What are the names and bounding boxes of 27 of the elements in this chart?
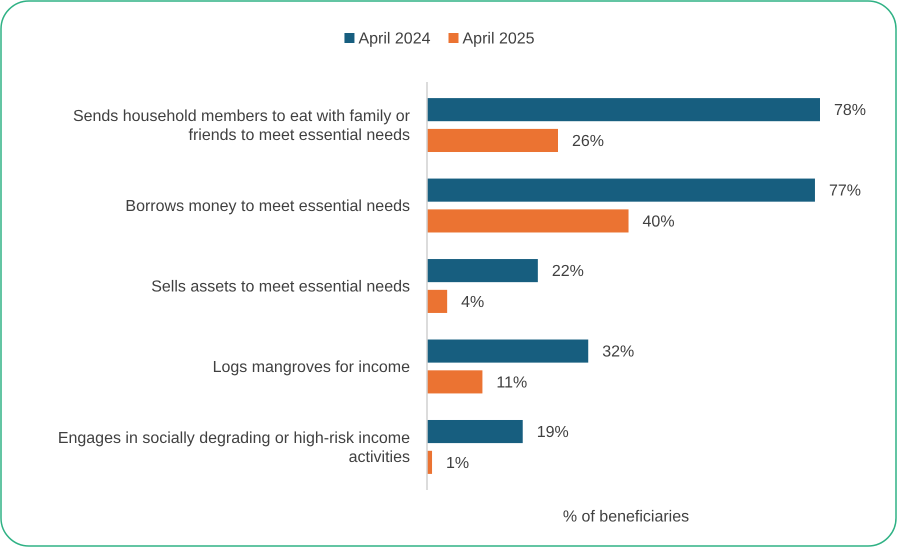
legend-label: April 2024 <box>358 30 431 48</box>
data-label: 22% <box>552 263 584 280</box>
data-label: 77% <box>828 182 861 200</box>
y-tick-label: Engages in socially degrading or high-risk income activities <box>58 430 410 466</box>
bar <box>427 340 588 363</box>
x-axis-title: % of beneficiaries <box>562 508 690 526</box>
data-label: 4% <box>461 294 484 312</box>
bar <box>427 420 523 444</box>
y-tick-label: Sends household members to eat with family or friends to meet essential needs <box>72 108 411 144</box>
bar <box>427 209 629 232</box>
bar <box>427 290 448 313</box>
data-label: 32% <box>602 344 634 361</box>
data-label: 1% <box>446 454 470 472</box>
y-tick-label: Borrows money to meet essential needs <box>125 198 410 216</box>
bar <box>427 370 482 394</box>
y-tick-label: Logs mangroves for income <box>212 359 410 376</box>
data-label: 78% <box>834 102 866 120</box>
bar <box>427 259 538 282</box>
y-tick-label: Sells assets to meet essential needs <box>151 278 410 296</box>
data-label: 26% <box>572 133 604 150</box>
data-label: 19% <box>536 424 569 442</box>
data-label: 11% <box>496 374 528 392</box>
bar <box>427 178 815 202</box>
bar <box>427 98 820 122</box>
bar <box>427 128 558 152</box>
legend-label: April 2025 <box>462 30 535 48</box>
data-label: 40% <box>642 214 675 231</box>
